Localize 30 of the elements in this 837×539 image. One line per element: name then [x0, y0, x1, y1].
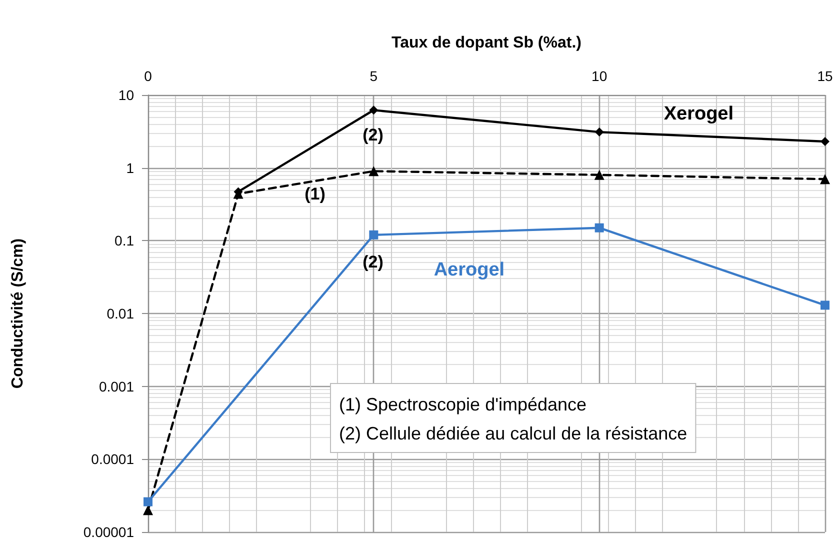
point	[369, 230, 378, 240]
x-tick-label: 0	[144, 68, 152, 84]
y-tick-label: 10	[118, 87, 134, 103]
point	[144, 497, 152, 506]
annotation: (1)	[304, 184, 326, 204]
point	[369, 106, 378, 115]
point	[594, 170, 604, 180]
point	[820, 174, 830, 184]
x-tick-label: 15	[817, 68, 833, 84]
x-tick-label: 5	[370, 68, 378, 84]
y-tick-label: 0.001	[98, 378, 134, 394]
x-tick-label: 10	[592, 68, 608, 84]
annotation: (1) Spectroscopie d'impédance (2) Cellule dédiée au calcul de la résistance	[339, 394, 688, 444]
series-label: Aerogel	[434, 259, 505, 280]
point	[143, 505, 153, 516]
x-axis-title: Taux de dopant Sb (%at.)	[392, 34, 582, 52]
y-tick-label: 0.0001	[91, 451, 134, 468]
point	[820, 300, 830, 310]
y-tick-label: 1	[126, 160, 134, 176]
point	[368, 166, 379, 176]
y-axis-title: Conductivité (S/cm)	[10, 238, 26, 389]
point	[820, 136, 830, 146]
y-tick-label: 0.00001	[83, 524, 134, 539]
y-tick-label: 0.1	[114, 232, 134, 249]
series-label: Xerogel	[664, 104, 734, 125]
y-tick-label: 0.01	[106, 306, 134, 322]
annotation: (2)	[362, 126, 384, 144]
point	[594, 223, 604, 232]
annotation: (2)	[362, 252, 384, 272]
point	[594, 128, 604, 137]
